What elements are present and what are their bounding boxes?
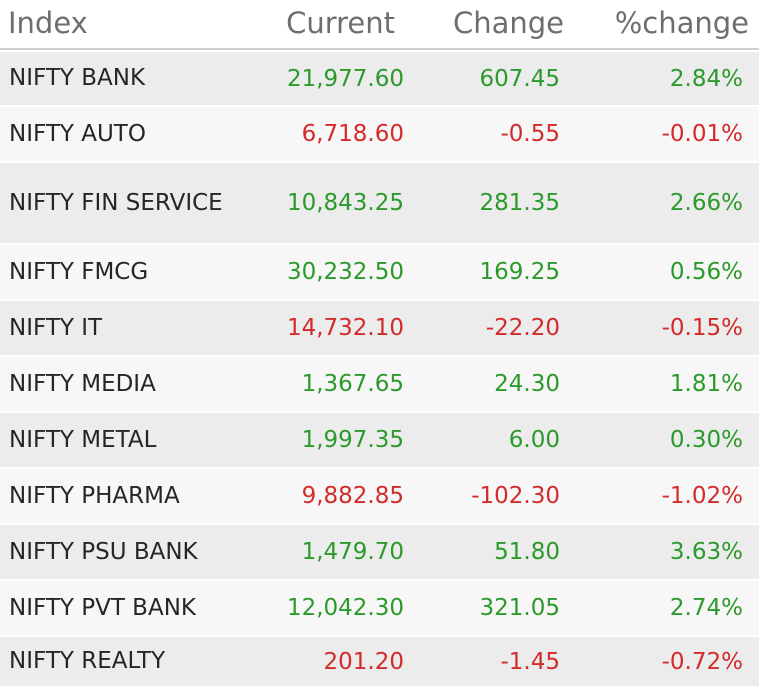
column-header-current[interactable]: Current [286,6,395,40]
table-row[interactable]: NIFTY IT 14,732.10 -22.20 -0.15% [0,299,759,355]
row-index-name: NIFTY PSU BANK [9,538,198,565]
row-index-name: NIFTY FMCG [9,258,149,285]
row-index-name: NIFTY REALTY [9,648,166,674]
table-row[interactable]: NIFTY PSU BANK 1,479.70 51.80 3.63% [0,523,759,579]
table-row[interactable]: NIFTY BANK 21,977.60 607.45 2.84% [0,50,759,105]
column-header-index[interactable]: Index [8,6,88,40]
column-header-pct-change[interactable]: %change [614,6,749,40]
row-change: -0.55 [500,121,560,147]
row-pct-change: 0.30% [669,427,743,453]
row-pct-change: 3.63% [669,539,743,565]
row-index-name: NIFTY PHARMA [9,482,180,509]
row-change: -22.20 [485,315,560,341]
row-change: 281.35 [479,190,560,216]
row-pct-change: 0.56% [669,259,743,285]
table-row[interactable]: NIFTY FIN SERVICE 10,843.25 281.35 2.66% [0,161,759,243]
row-current: 30,232.50 [286,259,404,285]
row-index-name: NIFTY METAL [9,426,157,453]
row-change: 607.45 [479,65,560,92]
row-pct-change: -1.02% [661,483,743,509]
row-index-name: NIFTY PVT BANK [9,594,196,621]
row-change: 51.80 [494,539,560,565]
row-pct-change: 2.74% [669,595,743,621]
row-current: 6,718.60 [301,121,404,147]
row-pct-change: 1.81% [669,371,743,397]
row-change: -1.45 [500,648,560,675]
table-header: Index Current Change %change [0,0,759,50]
row-change: 24.30 [494,371,560,397]
row-pct-change: -0.15% [661,315,743,341]
table-row[interactable]: NIFTY METAL 1,997.35 6.00 0.30% [0,411,759,467]
row-current: 201.20 [323,648,404,675]
table-row[interactable]: NIFTY FMCG 30,232.50 169.25 0.56% [0,243,759,299]
row-current: 21,977.60 [286,65,404,92]
row-index-name: NIFTY FIN SERVICE [9,189,223,216]
row-change: 169.25 [479,259,560,285]
table-row[interactable]: NIFTY PHARMA 9,882.85 -102.30 -1.02% [0,467,759,523]
row-pct-change: 2.84% [669,65,743,92]
row-current: 12,042.30 [286,595,404,621]
row-current: 10,843.25 [286,190,404,216]
row-index-name: NIFTY MEDIA [9,370,156,397]
row-current: 1,367.65 [301,371,404,397]
row-current: 1,479.70 [301,539,404,565]
row-pct-change: 2.66% [669,190,743,216]
row-change: -102.30 [471,483,560,509]
table-row[interactable]: NIFTY AUTO 6,718.60 -0.55 -0.01% [0,105,759,161]
row-index-name: NIFTY BANK [9,65,146,91]
column-header-change[interactable]: Change [452,6,564,40]
row-current: 9,882.85 [301,483,404,509]
row-change: 6.00 [508,427,560,453]
row-change: 321.05 [479,595,560,621]
row-current: 14,732.10 [286,315,404,341]
table-row[interactable]: NIFTY MEDIA 1,367.65 24.30 1.81% [0,355,759,411]
row-pct-change: -0.72% [661,648,743,675]
table-row[interactable]: NIFTY REALTY 201.20 -1.45 -0.72% [0,635,759,686]
table-row[interactable]: NIFTY PVT BANK 12,042.30 321.05 2.74% [0,579,759,635]
row-index-name: NIFTY IT [9,314,103,341]
row-pct-change: -0.01% [661,121,743,147]
row-current: 1,997.35 [301,427,404,453]
row-index-name: NIFTY AUTO [9,120,146,147]
